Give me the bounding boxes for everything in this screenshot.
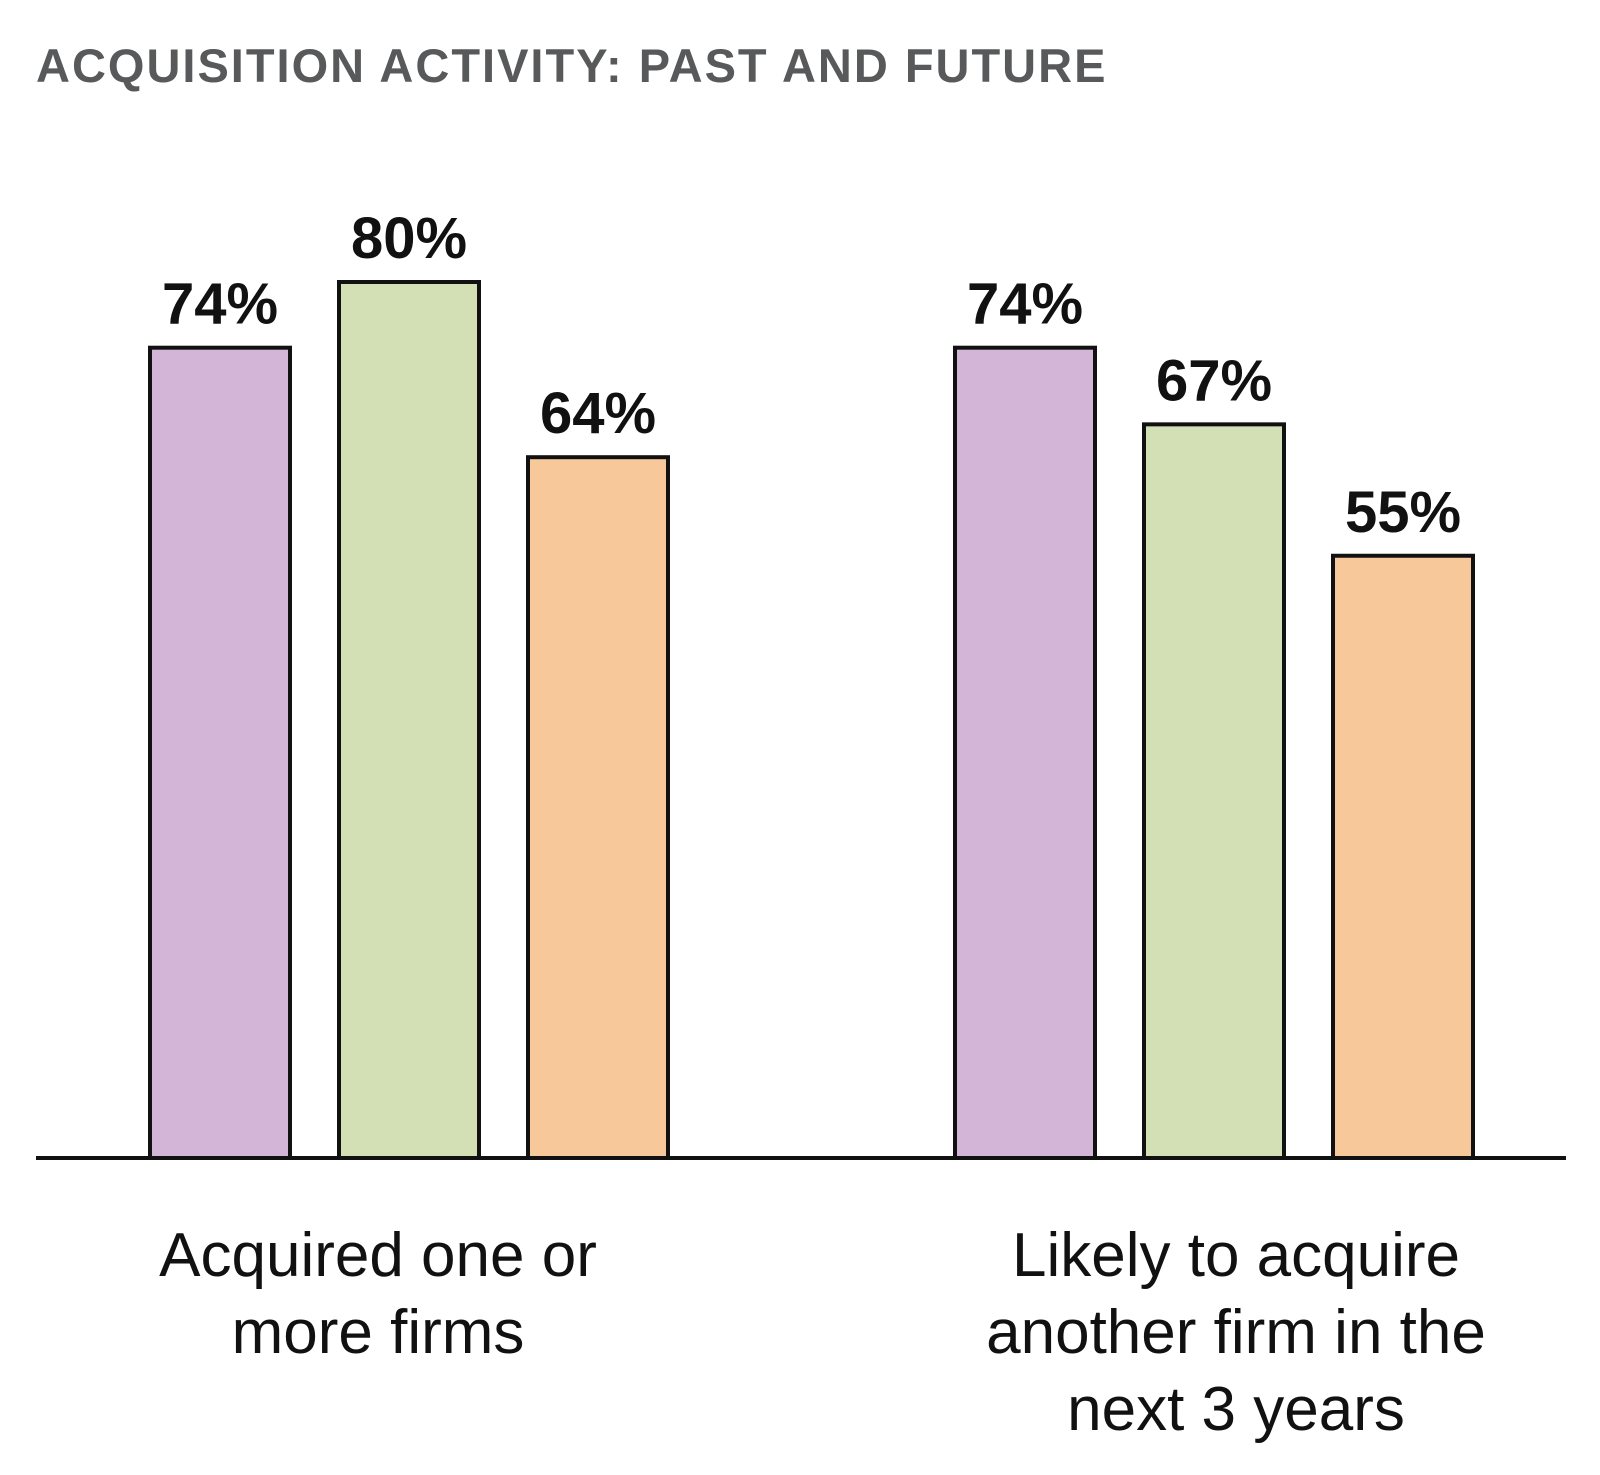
- bar-group2-series1: [953, 345, 1097, 1160]
- bar-group1-series3: [526, 455, 670, 1160]
- category-label-1-line-1: Acquired one or: [159, 1221, 597, 1290]
- category-label-2-line-2: another firm in the: [986, 1298, 1486, 1367]
- category-labels-layer: Acquired one or more firms Likely to acqui…: [159, 1221, 1486, 1444]
- value-label-group2-series3: 55%: [1345, 480, 1461, 545]
- value-labels-layer: 74% 80% 64% 74% 67% 55%: [162, 206, 1461, 545]
- category-label-1-line-2: more firms: [232, 1298, 525, 1367]
- bar-group2-series3: [1331, 553, 1475, 1160]
- value-label-group1-series2: 80%: [351, 206, 467, 271]
- value-label-group1-series3: 64%: [540, 381, 656, 446]
- bars-layer: [148, 280, 1475, 1161]
- chart-title: ACQUISITION ACTIVITY: PAST AND FUTURE: [36, 39, 1108, 92]
- bar-group2-series2: [1142, 422, 1286, 1161]
- bar-group1-series1: [148, 345, 292, 1160]
- category-label-2-line-1: Likely to acquire: [1012, 1221, 1460, 1290]
- value-label-group2-series2: 67%: [1156, 348, 1272, 413]
- category-label-2-line-3: next 3 years: [1067, 1375, 1405, 1444]
- value-label-group2-series1: 74%: [967, 272, 1083, 337]
- value-label-group1-series1: 74%: [162, 272, 278, 337]
- bar-group1-series2: [337, 280, 481, 1160]
